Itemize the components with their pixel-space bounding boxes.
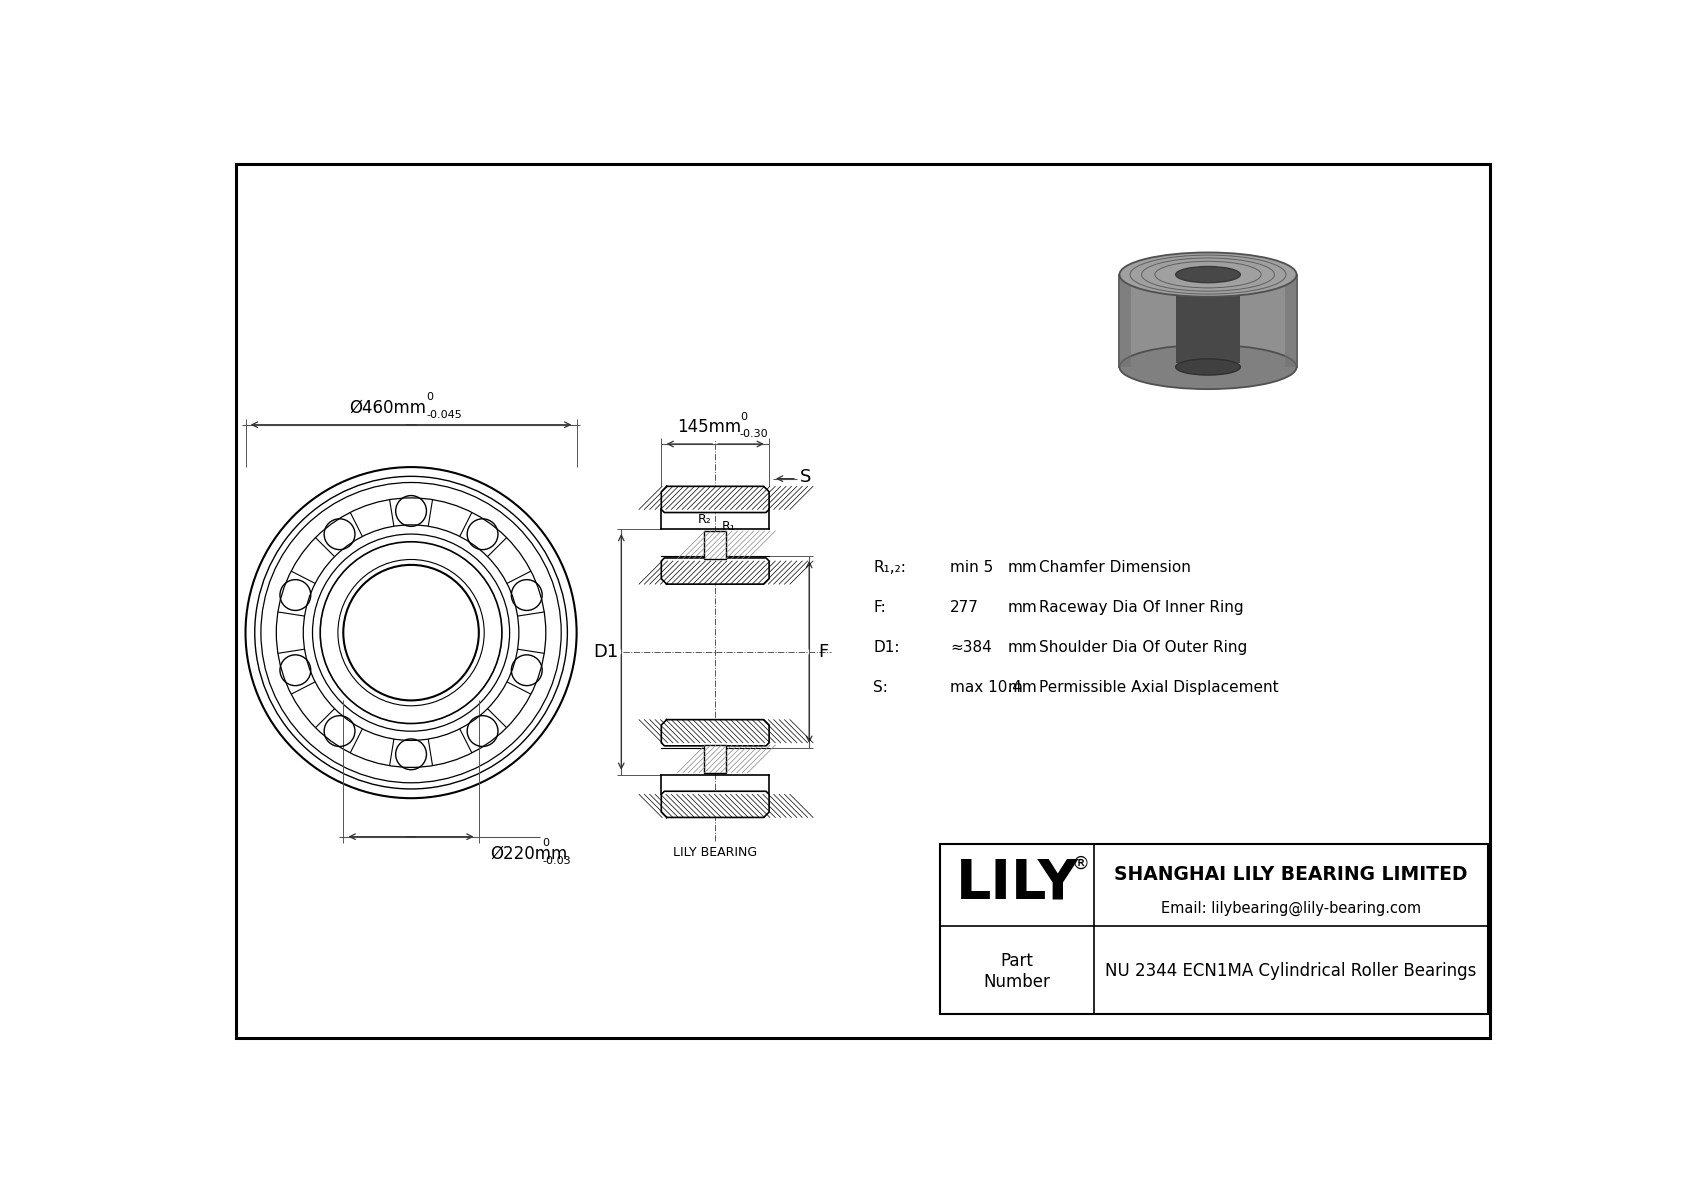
Text: -0.30: -0.30 (739, 430, 768, 439)
Bar (704, 746, 726, 773)
Text: 277: 277 (950, 600, 978, 615)
Bar (940, 844, 1489, 1014)
Ellipse shape (1175, 267, 1241, 282)
Text: D1:: D1: (872, 640, 899, 655)
Text: max 10.4: max 10.4 (950, 680, 1022, 694)
Text: Raceway Dia Of Inner Ring: Raceway Dia Of Inner Ring (1039, 600, 1243, 615)
Text: D1: D1 (593, 643, 618, 661)
Text: 0: 0 (542, 838, 549, 848)
Ellipse shape (1175, 358, 1241, 375)
Text: mm: mm (1007, 640, 1037, 655)
Text: S:: S: (872, 680, 887, 694)
Text: F:: F: (872, 600, 886, 615)
Bar (1175, 275, 1241, 363)
Text: R₁,₂:: R₁,₂: (872, 560, 906, 575)
Bar (1120, 275, 1297, 367)
Text: Part
Number: Part Number (983, 952, 1051, 991)
Text: ®: ® (1071, 855, 1090, 873)
Text: mm: mm (1007, 560, 1037, 575)
Text: Email: lilybearing@lily-bearing.com: Email: lilybearing@lily-bearing.com (1160, 902, 1421, 916)
Polygon shape (662, 719, 770, 746)
Text: F: F (818, 643, 829, 661)
Bar (1120, 275, 1132, 367)
Text: 145mm: 145mm (677, 418, 741, 436)
Polygon shape (662, 486, 770, 512)
Ellipse shape (1120, 252, 1297, 297)
Text: mm: mm (1007, 680, 1037, 694)
Bar (1285, 275, 1297, 367)
Text: Ø460mm: Ø460mm (350, 399, 426, 417)
Ellipse shape (1120, 345, 1297, 389)
Text: SHANGHAI LILY BEARING LIMITED: SHANGHAI LILY BEARING LIMITED (1115, 866, 1468, 885)
Text: R₁: R₁ (721, 520, 736, 532)
Text: S: S (800, 468, 812, 486)
Text: Shoulder Dia Of Outer Ring: Shoulder Dia Of Outer Ring (1039, 640, 1246, 655)
Text: LILY BEARING: LILY BEARING (674, 846, 758, 859)
Text: 0: 0 (426, 392, 433, 403)
Bar (704, 531, 726, 559)
Text: Ø220mm: Ø220mm (490, 844, 568, 862)
Text: -0.045: -0.045 (426, 410, 461, 420)
Text: ≈384: ≈384 (950, 640, 992, 655)
Polygon shape (662, 791, 770, 817)
Polygon shape (662, 557, 770, 584)
Text: Chamfer Dimension: Chamfer Dimension (1039, 560, 1191, 575)
Text: 0: 0 (739, 412, 746, 422)
Text: NU 2344 ECN1MA Cylindrical Roller Bearings: NU 2344 ECN1MA Cylindrical Roller Bearin… (1105, 962, 1477, 980)
Text: mm: mm (1007, 600, 1037, 615)
Text: -0.03: -0.03 (542, 856, 571, 866)
Text: LILY: LILY (955, 856, 1078, 910)
Text: min 5: min 5 (950, 560, 994, 575)
Text: Permissible Axial Displacement: Permissible Axial Displacement (1039, 680, 1278, 694)
Text: R₂: R₂ (697, 513, 711, 526)
